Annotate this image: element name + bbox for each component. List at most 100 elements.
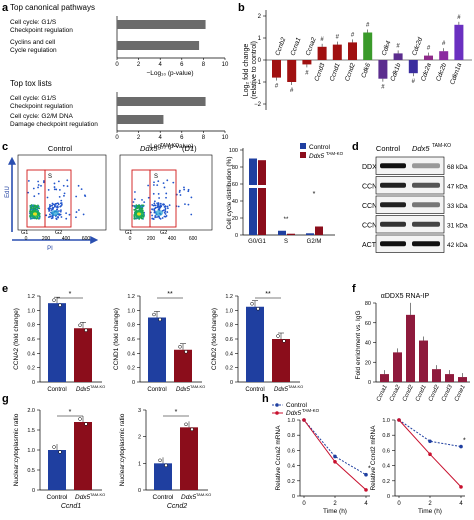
e-ytick: 0.4 xyxy=(27,351,35,357)
e-xcat-ko: Ddx5 xyxy=(176,387,191,393)
a-xtick-label: 2 xyxy=(137,62,141,68)
c-sig-g2m: * xyxy=(313,191,316,198)
e-ytick: 0 xyxy=(230,380,233,386)
c-ytick: 100 xyxy=(229,148,238,154)
h-ylabel: Relative Ccnd2 mRNA xyxy=(370,425,377,491)
h-ytick: 1.0 xyxy=(287,418,295,424)
a-xtick-label: 4 xyxy=(159,62,163,68)
e-ytick: 0.4 xyxy=(127,351,135,357)
e-xcat-ko-sup: TAM-KO xyxy=(288,384,303,389)
c2-g1-label: G1 xyxy=(125,230,132,236)
f-category-label: Ccne1 xyxy=(454,384,467,402)
panel-label-c: c xyxy=(2,141,8,153)
e-xcat-ko-sup: TAM-KO xyxy=(190,384,205,389)
panel-label-f: f xyxy=(352,283,356,295)
a-xtick-label: 10 xyxy=(222,62,229,68)
a-g1-label-1: Checkpoint regulation xyxy=(10,27,73,34)
e-sig: ** xyxy=(167,291,173,298)
panel-a: a Top canonical pathways Cell cycle: G1/… xyxy=(2,2,229,150)
e-ytick: 0.6 xyxy=(127,337,135,343)
d-row-kda: 47 kDa xyxy=(447,183,468,190)
c1-xt3: 600 xyxy=(82,236,91,242)
panel-e: e CCNA2 (fold change) 1.2 1.0 0.8 0.6 0.4 0.2 0… xyxy=(2,283,303,393)
g-ylabel: Nuclear:cytoplasmic ratio xyxy=(13,413,20,486)
f-category-label: Ccna1 xyxy=(376,384,389,402)
h-legend-ko: Ddx5 xyxy=(286,410,302,417)
b-bar xyxy=(424,55,433,60)
f-ylabel: Fold enrichment vs. IgG xyxy=(355,311,362,380)
panel-label-a: a xyxy=(2,2,9,14)
h-ytick: 0.2 xyxy=(382,479,390,485)
e-bar xyxy=(48,303,66,382)
a-xtick-label: 0 xyxy=(115,62,119,68)
f-category-label: Ccna2 xyxy=(389,384,402,403)
d-blot xyxy=(375,215,445,234)
h-ylabel: Relative Ccna2 mRNA xyxy=(275,425,282,491)
b-category-label: Cdkn1a xyxy=(449,62,463,86)
e-bar xyxy=(272,339,290,382)
f-bar xyxy=(419,340,428,382)
b-sig-mark: # xyxy=(457,15,461,21)
e-ytick: 0.2 xyxy=(127,366,135,372)
h-point-control xyxy=(459,444,463,449)
d-row-kda: 33 kDa xyxy=(447,203,468,210)
c-flow-title-2: Ddx5 xyxy=(140,144,158,153)
h-point-ko xyxy=(333,460,337,464)
d-header-ko-sup: TAM-KO xyxy=(432,143,451,149)
a-g1-label-2: Cyclins and cell xyxy=(10,39,56,46)
a-head-2: Top tox lists xyxy=(10,79,52,88)
panel-b: b Log₂ fold change (relative to control)… xyxy=(238,2,472,110)
b-sig-mark: # xyxy=(351,32,355,38)
e-ytick: 0.2 xyxy=(27,366,35,372)
c-bar xyxy=(287,233,295,235)
b-ytick: −1 xyxy=(254,80,262,86)
f-title: αDDX5 RNA-IP xyxy=(381,293,430,300)
b-ytick: −2 xyxy=(254,102,262,108)
c-flow-title-1: Control xyxy=(48,144,73,153)
g-gene-label: Ccnd2 xyxy=(167,503,187,510)
a-bar xyxy=(117,20,206,29)
e-ytick: 1.0 xyxy=(127,308,135,314)
panel-g: g Nuclear:cytoplasmic ratio 2.0 1.5 1.0 0.5 0… xyxy=(2,393,211,510)
c2-xt0: 0 xyxy=(129,236,132,242)
e-bar xyxy=(74,328,92,382)
a-g2-label-2: Cell cycle: G2/M DNA xyxy=(10,113,74,120)
a-xtick-label: 8 xyxy=(202,62,206,68)
b-bar xyxy=(408,60,418,74)
e-xcat-control: Control xyxy=(147,387,166,393)
g-bar xyxy=(48,450,66,490)
panel-label-d: d xyxy=(352,141,359,153)
f-category-label: Ccnd2 xyxy=(402,384,415,403)
b-sig-mark: # xyxy=(381,85,385,91)
c1-xt0: 0 xyxy=(25,236,28,242)
c-ytick: 80 xyxy=(232,165,238,171)
g-bar xyxy=(180,427,198,490)
h-xtick: 2 xyxy=(333,501,337,507)
c2-g2-label: G2 xyxy=(160,230,167,236)
b-ytick: 0 xyxy=(258,58,262,64)
d-header-control: Control xyxy=(376,144,401,153)
c2-xt1: 200 xyxy=(147,236,156,242)
h-legend-control: Control xyxy=(286,402,308,409)
a-xlabel-2: −Log₁₀ (p-value) xyxy=(147,143,194,150)
b-bar xyxy=(317,46,327,60)
e-ytick: 1.0 xyxy=(225,308,233,314)
a-head-1: Top canonical pathways xyxy=(10,3,95,12)
flow-plot-control: S G1 G2 xyxy=(17,154,107,236)
e-ytick: 0 xyxy=(32,380,35,386)
panel-label-h: h xyxy=(262,393,269,405)
a-g2-label-3: Damage checkpoint regulation xyxy=(10,121,98,128)
a-bar xyxy=(117,97,206,106)
c-flow-title-2-sup: TAM-KO xyxy=(160,143,179,149)
d-row-label: CCND1 xyxy=(362,203,386,210)
panel-c: c Control Ddx5 TAM-KO (D1) S G1 G2 S G1 … xyxy=(2,141,344,252)
e-xcat-ko-sup: TAM-KO xyxy=(90,384,105,389)
b-sig-mark: # xyxy=(320,37,324,43)
f-category-label: Ccnd3 xyxy=(441,384,454,403)
b-category-label: Cdc2d xyxy=(411,36,424,56)
b-sig-mark: # xyxy=(336,35,340,41)
e-xcat-control: Control xyxy=(245,387,264,393)
e-xcat-ko: Ddx5 xyxy=(274,387,289,393)
panel-h: h Control Ddx5 TAM-KO Relative Ccna2 mRN… xyxy=(262,393,466,515)
panel-label-b: b xyxy=(238,2,245,14)
